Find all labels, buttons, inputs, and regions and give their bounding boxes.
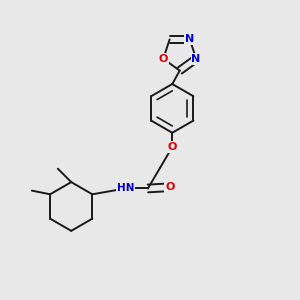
Text: HN: HN xyxy=(117,184,134,194)
Text: N: N xyxy=(185,34,194,44)
Text: N: N xyxy=(191,54,201,64)
Text: O: O xyxy=(159,54,168,64)
Text: O: O xyxy=(165,182,175,192)
Text: O: O xyxy=(168,142,177,152)
